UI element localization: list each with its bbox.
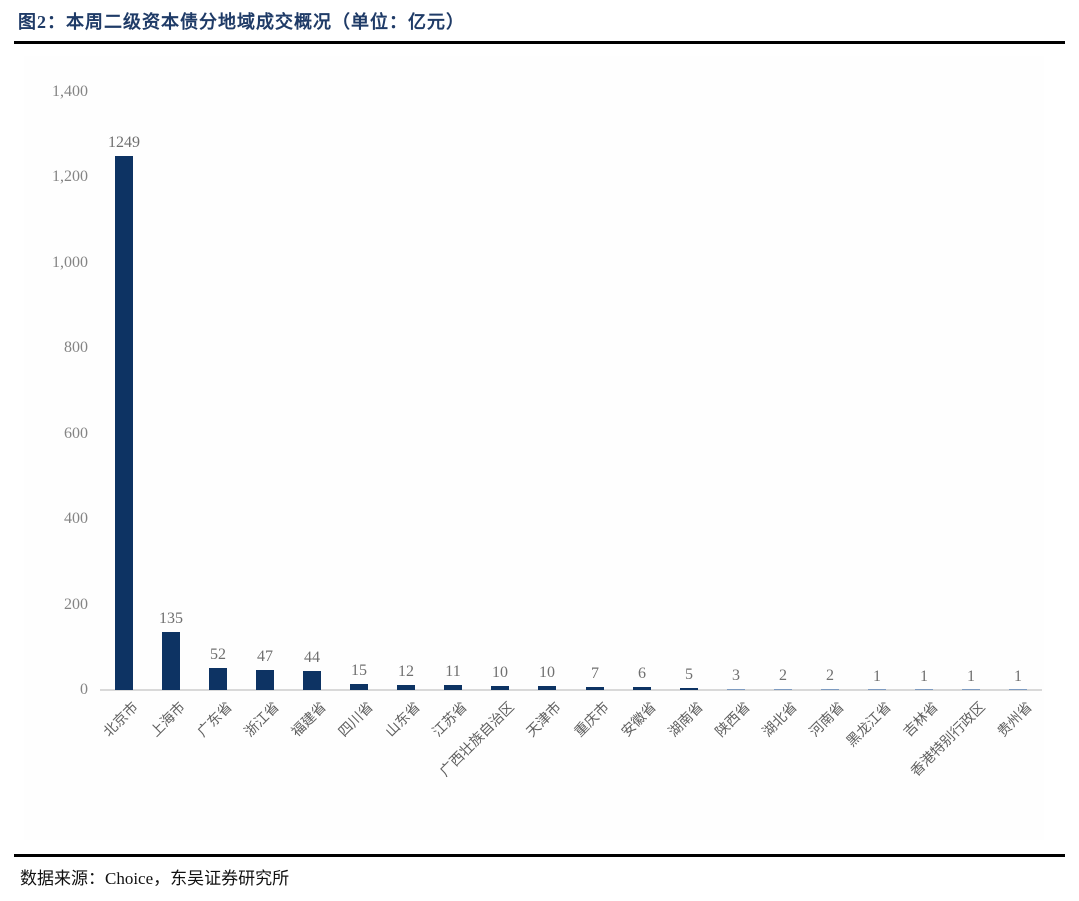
bar-value-label: 1 (1014, 668, 1022, 685)
bar (115, 156, 133, 690)
bar (350, 684, 368, 690)
x-axis-tick-label: 天津市 (524, 700, 566, 741)
bar (633, 687, 651, 690)
bar-value-label: 7 (591, 665, 599, 682)
bar (538, 686, 556, 690)
bar-value-label: 2 (779, 667, 787, 684)
bar (1009, 689, 1027, 690)
bar-value-label: 6 (638, 665, 646, 682)
x-axis-tick-label: 贵州省 (995, 700, 1037, 741)
bar (444, 685, 462, 690)
x-axis-tick-label: 重庆市 (571, 700, 613, 741)
bar (774, 689, 792, 690)
bar (821, 689, 839, 690)
bar-value-label: 47 (257, 648, 273, 665)
bar-value-label: 15 (351, 662, 367, 679)
plot-area: 0 200 400 600 800 1,000 1,200 1,400 1249 北京市 135 上海… (24, 56, 1044, 840)
x-axis-tick-label: 浙江省 (242, 700, 283, 741)
x-axis-tick-label: 上海市 (147, 700, 189, 741)
bar-value-label: 2 (826, 667, 834, 684)
bar (868, 689, 886, 690)
x-axis-tick-label: 福建省 (289, 700, 330, 741)
y-axis-tick-label: 1,000 (52, 253, 88, 271)
x-axis-tick-label: 山东省 (383, 700, 424, 741)
x-axis-tick-label: 四川省 (336, 700, 377, 741)
figure-title: 图2：本周二级资本债分地域成交概况（单位：亿元） (18, 12, 465, 32)
bar-value-label: 10 (492, 664, 508, 681)
x-axis-tick-label: 陕西省 (713, 700, 754, 741)
bar (162, 632, 180, 690)
bar-value-label: 1 (967, 668, 975, 685)
x-axis-tick-label: 吉林省 (901, 700, 942, 741)
title-underline-rule (14, 41, 1065, 44)
bar (915, 689, 933, 690)
y-axis-tick-label: 0 (80, 681, 88, 698)
bar (586, 687, 604, 690)
bar-value-label: 1 (920, 668, 928, 685)
bar-value-label: 1 (873, 668, 881, 685)
bar-value-label: 5 (685, 666, 693, 683)
x-axis-tick-label: 北京市 (100, 700, 142, 741)
bar-value-label: 52 (210, 646, 226, 663)
bar-value-label: 3 (732, 667, 740, 684)
footer-top-rule (14, 854, 1065, 857)
x-axis-tick-label: 安徽省 (618, 700, 660, 741)
y-axis-tick-label: 1,200 (52, 168, 88, 186)
bar (256, 670, 274, 690)
bar-value-label: 12 (398, 663, 414, 680)
data-source-note: 数据来源：Choice，东吴证券研究所 (20, 869, 290, 888)
bar (680, 688, 698, 690)
x-axis-tick-label: 江苏省 (430, 700, 471, 741)
bar (303, 671, 321, 690)
bar (727, 689, 745, 690)
y-axis-tick-label: 800 (64, 339, 88, 357)
x-axis-tick-label: 河南省 (807, 700, 848, 741)
bar (491, 686, 509, 690)
x-axis-tick-label: 湖南省 (666, 700, 707, 741)
bar-value-label: 11 (445, 663, 461, 680)
bar-value-label: 10 (539, 664, 555, 681)
x-axis-tick-label: 广东省 (195, 700, 236, 741)
y-axis-tick-label: 1,400 (52, 83, 88, 100)
y-axis-tick-label: 400 (64, 510, 88, 528)
bar-value-label: 135 (159, 610, 183, 627)
x-axis-tick-label: 湖北省 (760, 700, 801, 741)
x-axis-line (100, 689, 1042, 691)
y-axis-tick-label: 200 (64, 595, 88, 613)
bar (397, 685, 415, 690)
x-axis-tick-label: 黑龙江省 (844, 700, 895, 751)
bar (209, 668, 227, 690)
bar-value-label: 1249 (108, 134, 140, 151)
bar-value-label: 44 (304, 649, 320, 666)
bar (962, 689, 980, 690)
bar-chart: 0 200 400 600 800 1,000 1,200 1,400 1249 北京市 135 上海… (24, 56, 1044, 840)
y-axis-tick-label: 600 (64, 424, 88, 442)
